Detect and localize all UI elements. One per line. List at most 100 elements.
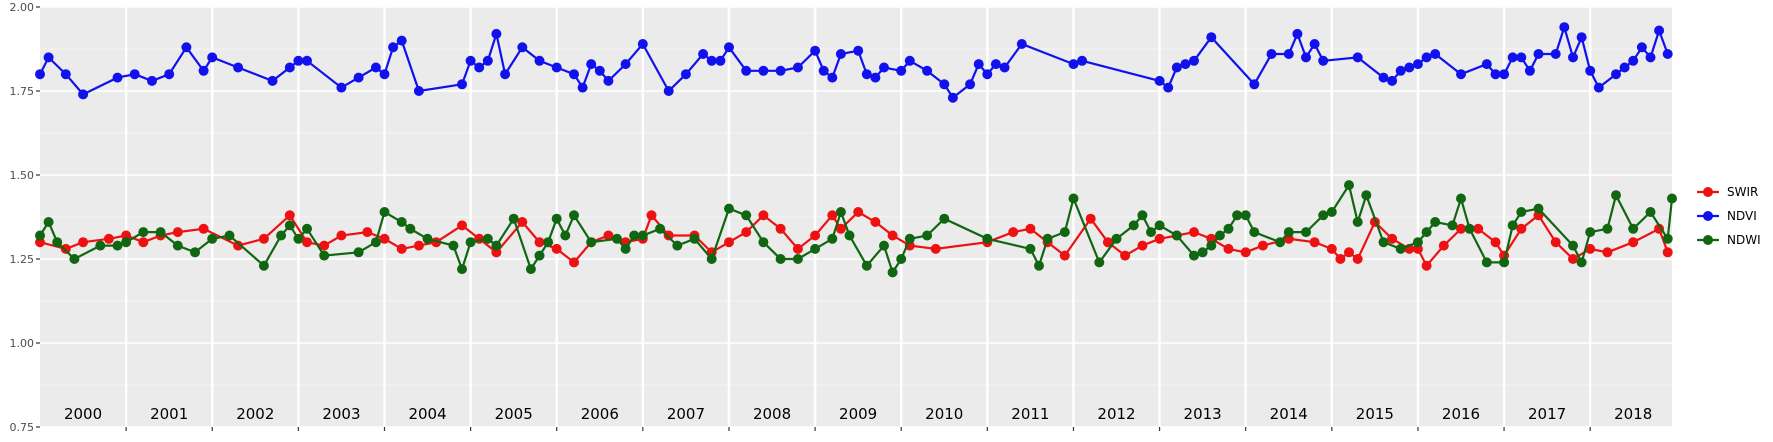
data-point bbox=[534, 250, 545, 261]
data-point bbox=[543, 237, 554, 248]
data-point bbox=[663, 86, 674, 96]
data-point bbox=[887, 230, 898, 241]
data-point bbox=[706, 254, 717, 264]
y-tick-label: 1.75 bbox=[10, 85, 35, 98]
data-point bbox=[336, 230, 347, 241]
data-point bbox=[551, 213, 562, 224]
data-point bbox=[698, 49, 709, 59]
data-point bbox=[569, 69, 579, 80]
data-point bbox=[603, 230, 614, 241]
data-point bbox=[95, 240, 106, 251]
data-point bbox=[1568, 52, 1578, 63]
series-ndwi bbox=[35, 180, 1677, 278]
data-point bbox=[792, 243, 803, 254]
year-label: 2005 bbox=[495, 405, 533, 423]
year-label: 2001 bbox=[150, 405, 188, 423]
data-point bbox=[1421, 260, 1432, 271]
data-point bbox=[1275, 237, 1286, 248]
data-point bbox=[1559, 22, 1570, 33]
y-tick-label: 2.00 bbox=[10, 1, 35, 14]
data-point bbox=[1628, 55, 1639, 66]
data-point bbox=[569, 257, 579, 268]
data-point bbox=[1576, 257, 1587, 268]
data-point bbox=[818, 65, 829, 76]
legend-label: NDWI bbox=[1727, 233, 1761, 247]
data-point bbox=[1667, 193, 1677, 204]
data-point bbox=[1016, 39, 1027, 49]
data-point bbox=[448, 240, 459, 251]
data-point bbox=[482, 233, 493, 244]
data-point bbox=[861, 69, 872, 80]
data-point bbox=[1585, 65, 1596, 76]
data-point bbox=[1309, 39, 1320, 49]
data-point bbox=[1464, 223, 1475, 234]
data-point bbox=[1206, 32, 1217, 43]
data-point bbox=[379, 69, 390, 80]
data-point bbox=[302, 223, 312, 234]
data-point bbox=[1456, 193, 1466, 204]
year-label: 2010 bbox=[925, 405, 963, 423]
year-label: 2012 bbox=[1097, 405, 1135, 423]
data-point bbox=[293, 55, 304, 66]
data-point bbox=[870, 72, 881, 83]
data-point bbox=[1077, 55, 1088, 66]
data-point bbox=[233, 62, 244, 73]
year-label: 2017 bbox=[1528, 405, 1566, 423]
data-point bbox=[172, 227, 183, 238]
data-point bbox=[35, 230, 45, 241]
data-point bbox=[1283, 227, 1294, 238]
data-point bbox=[706, 55, 717, 66]
data-point bbox=[43, 52, 54, 63]
data-point bbox=[835, 49, 846, 59]
y-axis: 0.75 1.00 1.25 1.50 1.75 2.00 bbox=[10, 1, 40, 434]
data-point bbox=[1059, 250, 1070, 261]
data-point bbox=[1516, 52, 1527, 63]
data-point bbox=[879, 62, 889, 73]
data-point bbox=[758, 65, 769, 76]
data-point bbox=[103, 233, 114, 244]
legend-item-swir: SWIR bbox=[1697, 185, 1758, 199]
data-point bbox=[741, 65, 752, 76]
data-point bbox=[1361, 190, 1372, 201]
data-point bbox=[904, 55, 915, 66]
data-point bbox=[1163, 82, 1174, 93]
data-point bbox=[525, 264, 536, 275]
data-point bbox=[517, 217, 528, 227]
data-point bbox=[474, 62, 485, 73]
data-point bbox=[1395, 243, 1406, 254]
data-point bbox=[1171, 62, 1182, 73]
data-point bbox=[1146, 227, 1156, 238]
data-point bbox=[1034, 260, 1044, 271]
data-point bbox=[508, 213, 519, 224]
data-point bbox=[1611, 190, 1621, 201]
data-point bbox=[1344, 180, 1354, 191]
data-point bbox=[1602, 223, 1613, 234]
data-point bbox=[879, 240, 889, 251]
data-point bbox=[267, 75, 278, 86]
data-point bbox=[637, 230, 648, 241]
data-point bbox=[1111, 233, 1122, 244]
data-point bbox=[1154, 75, 1165, 86]
data-point bbox=[1662, 247, 1673, 258]
year-label: 2009 bbox=[839, 405, 877, 423]
data-point bbox=[1326, 243, 1337, 254]
year-label: 2011 bbox=[1011, 405, 1049, 423]
year-label: 2007 bbox=[667, 405, 705, 423]
data-point bbox=[1326, 207, 1337, 217]
y-tick-label: 1.25 bbox=[10, 253, 35, 266]
data-point bbox=[792, 62, 803, 73]
year-label: 2004 bbox=[408, 405, 446, 423]
data-point bbox=[405, 223, 416, 234]
data-point bbox=[629, 230, 640, 241]
data-point bbox=[1042, 233, 1053, 244]
data-point bbox=[1025, 223, 1036, 234]
data-point bbox=[724, 237, 734, 248]
legend: SWIR NDVI NDWI bbox=[1697, 185, 1761, 247]
data-point bbox=[947, 92, 958, 103]
data-point bbox=[396, 243, 407, 254]
data-point bbox=[258, 233, 269, 244]
year-label: 2018 bbox=[1614, 405, 1652, 423]
data-point bbox=[35, 69, 45, 80]
data-point bbox=[388, 42, 399, 53]
year-label: 2013 bbox=[1184, 405, 1222, 423]
